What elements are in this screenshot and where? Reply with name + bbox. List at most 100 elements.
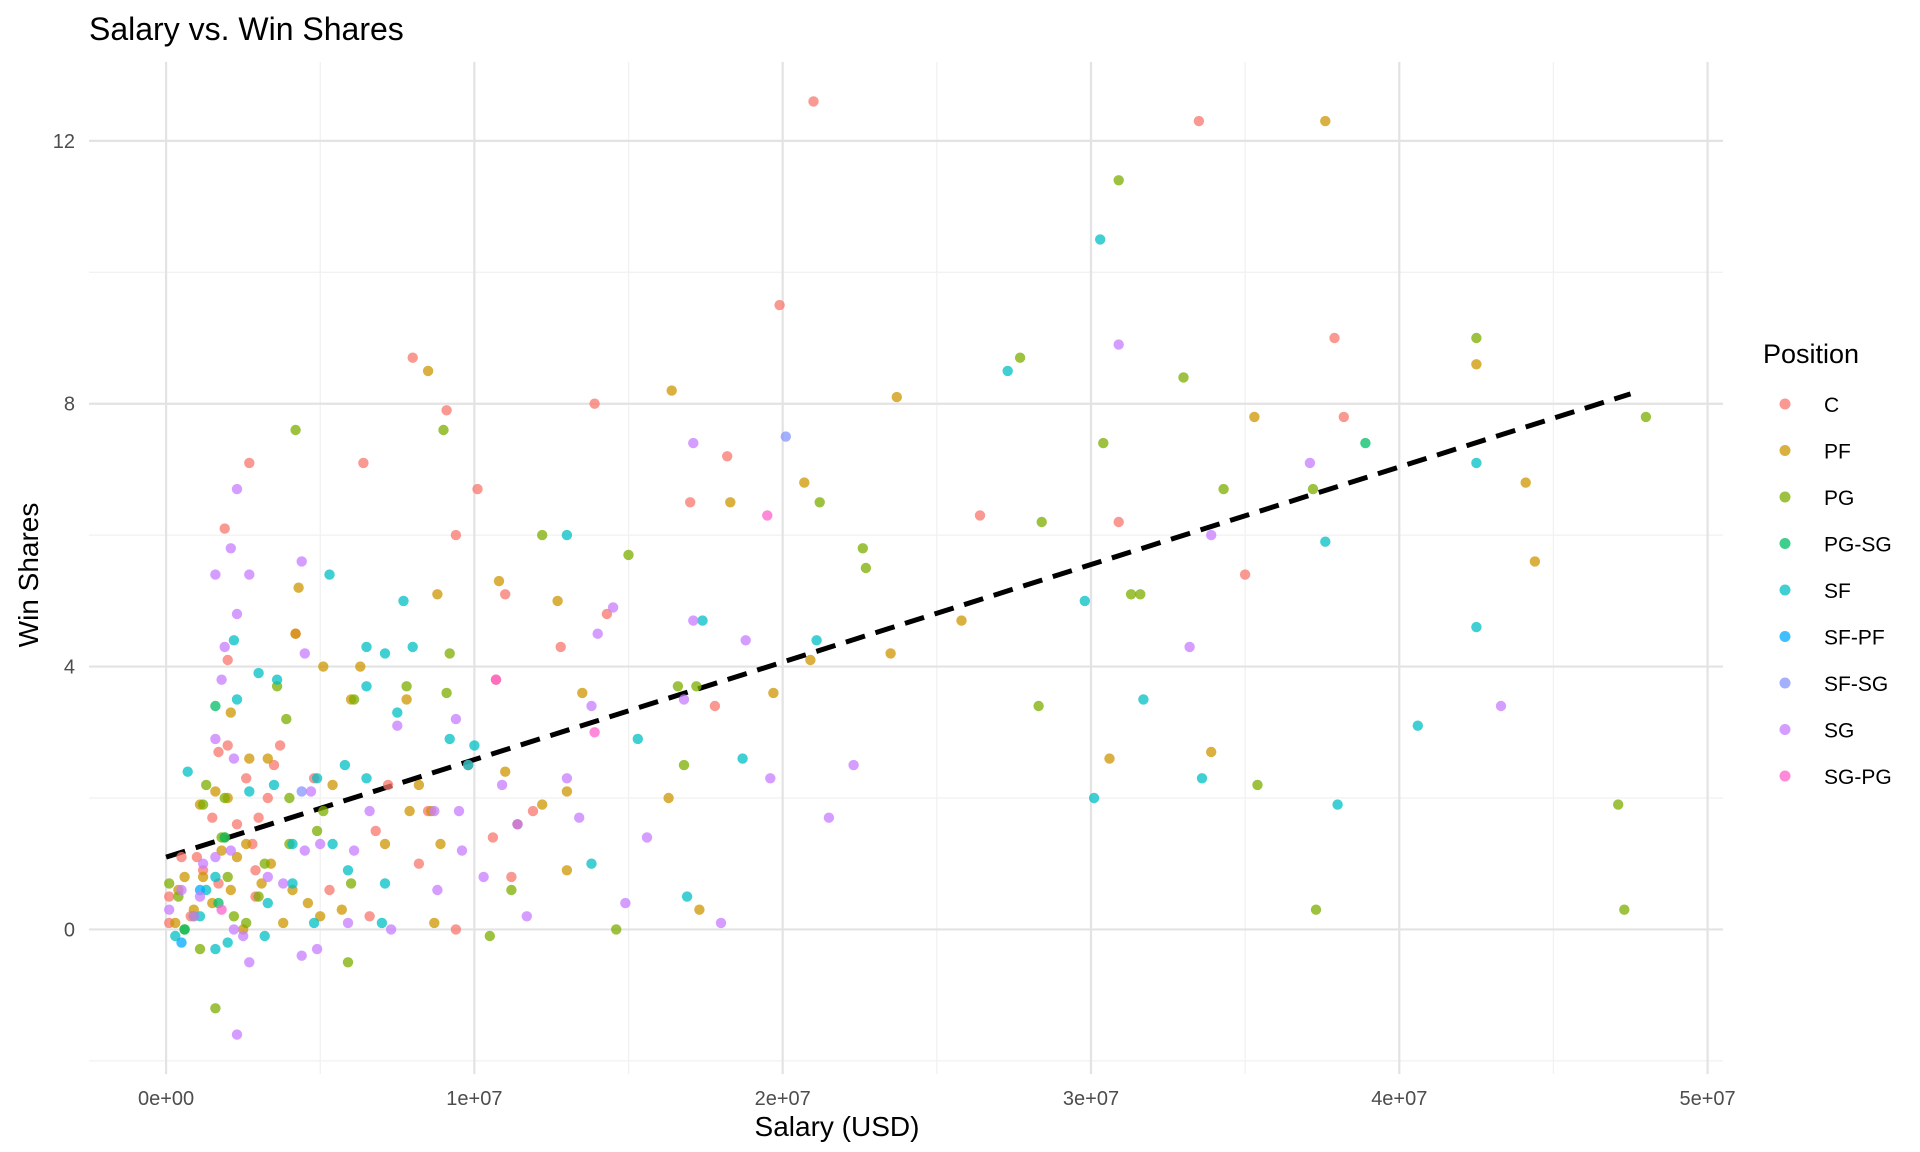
data-point (305, 786, 317, 797)
data-point (1113, 339, 1124, 350)
data-point (438, 424, 449, 436)
data-point (241, 773, 252, 784)
data-point (259, 858, 270, 869)
data-point (342, 917, 354, 929)
data-point (521, 911, 532, 922)
data-point (176, 884, 187, 896)
data-point (222, 740, 233, 751)
data-point (250, 865, 261, 876)
legend-key (1779, 770, 1791, 782)
data-point (1304, 457, 1316, 469)
data-point (210, 1003, 221, 1014)
data-point (1178, 372, 1189, 383)
data-point (1471, 621, 1482, 633)
x-tick-label: 5e+07 (1679, 1088, 1735, 1110)
data-point (342, 865, 354, 876)
data-point (885, 648, 896, 659)
data-point (318, 805, 329, 817)
data-point (663, 792, 674, 804)
data-point (315, 838, 326, 850)
data-point (623, 549, 634, 561)
data-point (404, 805, 415, 817)
x-axis-ticks: 0e+00 1e+07 2e+07 3e+07 4e+07 5e+07 (138, 1088, 1736, 1110)
data-point (262, 871, 273, 883)
data-point (607, 602, 619, 613)
data-point (210, 851, 221, 863)
data-point (361, 773, 372, 784)
data-point (244, 957, 255, 968)
data-point (1239, 569, 1251, 580)
data-point (974, 510, 986, 521)
data-point (392, 720, 403, 731)
data-point (1218, 483, 1229, 495)
data-point (324, 569, 335, 580)
data-point (1360, 437, 1371, 449)
data-point (290, 424, 301, 436)
legend-label: PG (1824, 487, 1854, 510)
data-point (463, 759, 474, 771)
data-point (450, 924, 462, 935)
data-point (1320, 115, 1331, 127)
data-point (253, 812, 264, 823)
data-point (722, 451, 733, 462)
series-sg (164, 339, 1507, 1040)
data-point (811, 635, 822, 646)
x-tick-label: 4e+07 (1371, 1088, 1427, 1110)
trend-line (165, 391, 1632, 860)
data-point (709, 700, 721, 712)
legend-label: SF-SG (1824, 673, 1888, 696)
legend-key (1779, 538, 1791, 549)
legend-label: SF-PF (1824, 627, 1885, 650)
legend-key (1779, 491, 1791, 503)
data-point (253, 891, 264, 902)
data-point (574, 812, 585, 823)
data-point (429, 805, 440, 817)
data-point (262, 792, 273, 804)
data-point (299, 648, 310, 659)
data-point (506, 871, 517, 883)
data-point (216, 904, 227, 915)
data-point (364, 805, 375, 817)
series-pf (170, 115, 1541, 935)
data-point (857, 543, 868, 554)
data-point (228, 911, 240, 922)
data-point (1249, 411, 1260, 423)
data-point (225, 543, 236, 554)
y-tick-label: 0 (64, 919, 75, 941)
data-point (589, 727, 600, 738)
data-point (678, 694, 690, 705)
data-point (210, 733, 221, 745)
data-point (385, 924, 397, 935)
x-tick-label: 1e+07 (446, 1088, 502, 1110)
data-point (1520, 477, 1531, 488)
data-point (342, 957, 354, 968)
data-point (1138, 694, 1149, 705)
data-point (219, 641, 230, 653)
data-point (296, 556, 307, 567)
data-point (799, 477, 810, 488)
data-point (262, 897, 273, 909)
data-point (348, 694, 360, 705)
legend-label: PG-SG (1824, 534, 1892, 557)
data-point (561, 773, 573, 784)
data-point (432, 589, 443, 600)
data-point (592, 628, 603, 639)
data-point (413, 779, 425, 791)
data-point (231, 483, 243, 495)
data-point (1113, 175, 1124, 186)
data-point (182, 766, 193, 777)
data-point (765, 773, 776, 784)
data-point (808, 96, 819, 107)
data-point (231, 608, 243, 620)
data-point (308, 917, 320, 929)
legend-title: Position (1763, 339, 1859, 369)
data-point (527, 805, 539, 817)
data-point (1252, 779, 1263, 791)
data-point (207, 812, 218, 823)
data-point (1104, 753, 1115, 764)
data-point (311, 943, 323, 955)
data-point (392, 707, 403, 718)
data-point (228, 635, 240, 646)
data-point (1125, 589, 1137, 600)
data-point (379, 648, 391, 659)
